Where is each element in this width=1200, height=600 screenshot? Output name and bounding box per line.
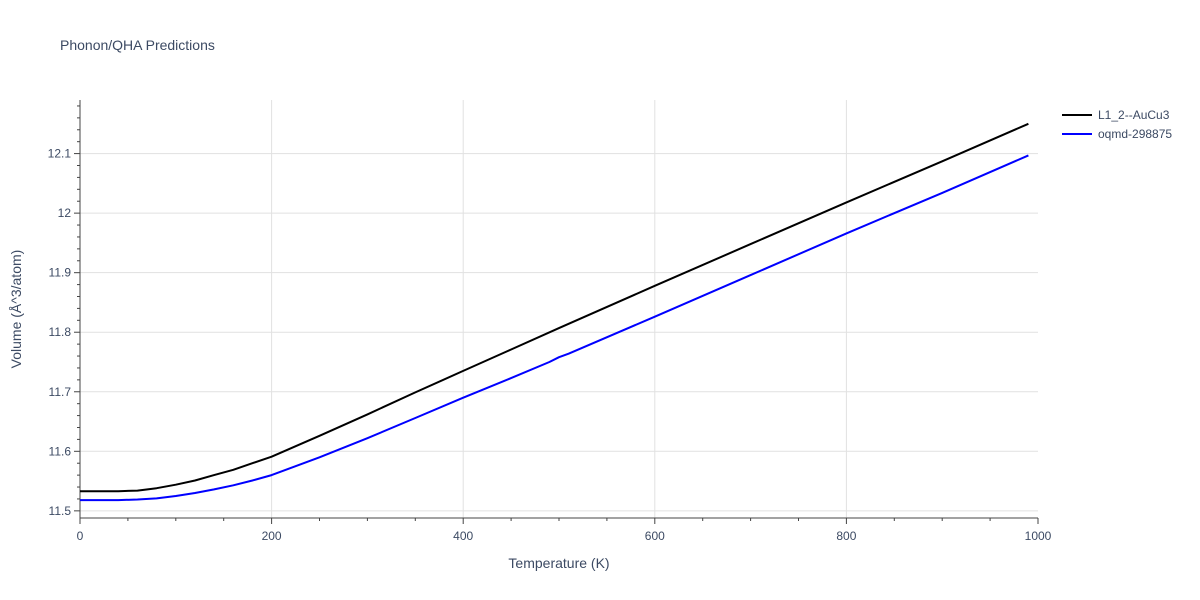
- series-lines: [80, 122, 1029, 502]
- series-line-oqmd-298875: [80, 154, 1029, 502]
- x-tick-label: 0: [77, 529, 84, 543]
- x-tick-label: 400: [453, 529, 473, 543]
- y-tick-label: 11.8: [49, 325, 72, 339]
- axes: 0 200 400 600 800 1000 11.5 11.6 11.7 11.8 11.9 12 1…: [48, 100, 1052, 543]
- y-tick-label: 11.6: [49, 444, 72, 458]
- x-tick-label: 600: [645, 529, 665, 543]
- grid: [80, 100, 1038, 518]
- y-tick-label: 12: [58, 206, 72, 220]
- x-tick-label: 1000: [1025, 529, 1052, 543]
- y-tick-label: 11.9: [49, 266, 72, 280]
- x-tick-label: 200: [262, 529, 282, 543]
- y-tick-label: 12.1: [48, 147, 72, 161]
- x-axis-title: Temperature (K): [508, 555, 609, 571]
- legend-label: L1_2--AuCu3: [1098, 108, 1170, 122]
- chart-title: Phonon/QHA Predictions: [60, 37, 215, 53]
- y-axis-title: Volume (Å^3/atom): [8, 250, 24, 369]
- series-line-L1_2--AuCu3: [80, 122, 1029, 493]
- legend-label: oqmd-298875: [1098, 127, 1172, 141]
- legend[interactable]: L1_2--AuCu3 oqmd-298875: [1062, 108, 1172, 141]
- x-tick-label: 800: [836, 529, 856, 543]
- y-tick-label: 11.5: [49, 504, 72, 518]
- y-tick-label: 11.7: [49, 385, 72, 399]
